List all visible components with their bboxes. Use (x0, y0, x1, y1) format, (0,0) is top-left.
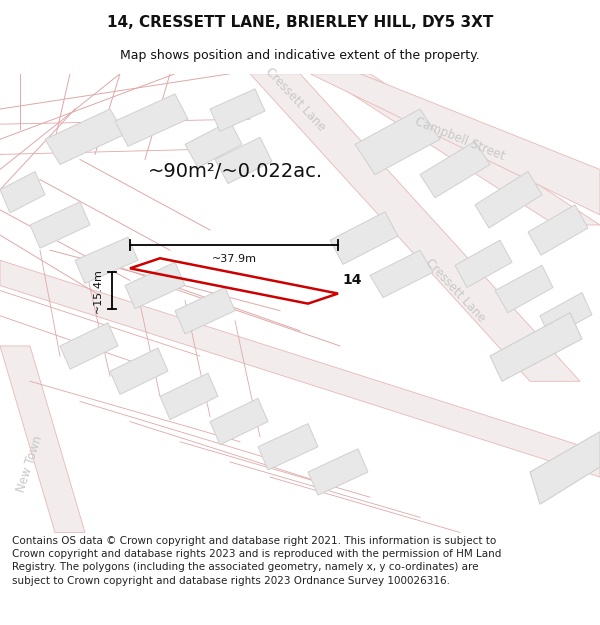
Polygon shape (185, 121, 242, 168)
Polygon shape (530, 432, 600, 504)
Polygon shape (330, 212, 398, 264)
Polygon shape (110, 348, 168, 394)
Polygon shape (175, 288, 235, 334)
Polygon shape (45, 109, 125, 164)
Polygon shape (125, 262, 185, 309)
Text: Map shows position and indicative extent of the property.: Map shows position and indicative extent… (120, 49, 480, 62)
Polygon shape (215, 138, 272, 184)
Text: 14: 14 (342, 274, 361, 288)
Text: ~37.9m: ~37.9m (212, 254, 257, 264)
Text: Cressett Lane: Cressett Lane (422, 256, 488, 325)
Text: 14, CRESSETT LANE, BRIERLEY HILL, DY5 3XT: 14, CRESSETT LANE, BRIERLEY HILL, DY5 3X… (107, 14, 493, 29)
Polygon shape (0, 171, 45, 213)
Polygon shape (308, 449, 368, 495)
Polygon shape (30, 202, 90, 248)
Polygon shape (310, 74, 600, 215)
Polygon shape (0, 260, 600, 477)
Polygon shape (490, 312, 582, 381)
Text: Contains OS data © Crown copyright and database right 2021. This information is : Contains OS data © Crown copyright and d… (12, 536, 502, 586)
Polygon shape (115, 94, 188, 146)
Polygon shape (258, 424, 318, 470)
Polygon shape (540, 292, 592, 338)
Polygon shape (420, 141, 490, 198)
Polygon shape (250, 74, 580, 381)
Text: ~15.4m: ~15.4m (93, 268, 103, 313)
Text: Cressett Lane: Cressett Lane (262, 65, 328, 133)
Polygon shape (528, 205, 588, 255)
Polygon shape (210, 89, 265, 131)
Text: New Town: New Town (15, 434, 45, 494)
Polygon shape (455, 240, 512, 288)
Polygon shape (320, 74, 600, 225)
Text: ~90m²/~0.022ac.: ~90m²/~0.022ac. (148, 162, 323, 181)
Polygon shape (355, 109, 440, 174)
Polygon shape (75, 237, 138, 284)
Polygon shape (60, 322, 118, 369)
Polygon shape (210, 398, 268, 445)
Polygon shape (475, 171, 542, 228)
Text: Campbell Street: Campbell Street (413, 115, 507, 163)
Polygon shape (160, 373, 218, 419)
Polygon shape (0, 346, 85, 532)
Polygon shape (495, 266, 553, 312)
Polygon shape (370, 250, 433, 298)
